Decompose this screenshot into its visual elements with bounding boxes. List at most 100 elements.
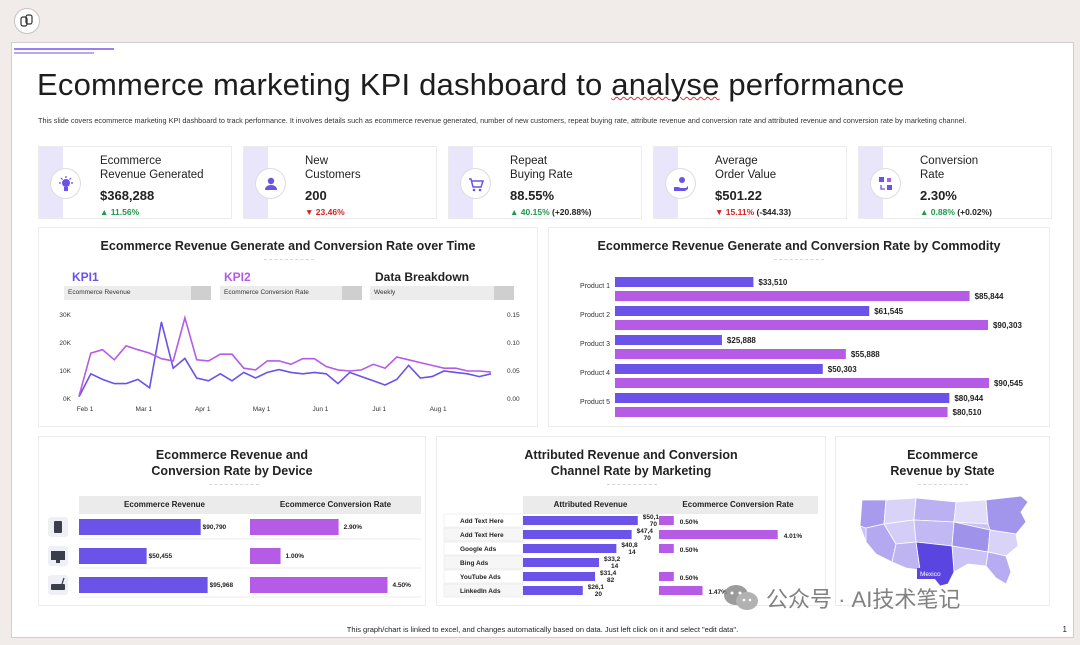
- kpi-label: Customers: [305, 168, 361, 181]
- bar-revenue: [523, 586, 583, 595]
- data-breakdown-label: Data Breakdown: [375, 270, 470, 284]
- bar-revenue: [523, 558, 599, 567]
- bar-value-label: 0.50%: [680, 547, 699, 554]
- chart-title: Ecommerce Revenue Generate and Conversio…: [100, 239, 476, 253]
- kpi-change: ▼ 23.46%: [305, 207, 345, 217]
- down-arrow-icon: ▼: [715, 207, 724, 217]
- bar-value-label: $40,8: [621, 542, 638, 549]
- chart-title: Ecommerce Revenue Generate and Conversio…: [597, 239, 1001, 253]
- kpi-value: $501.22: [715, 188, 762, 203]
- tablet-icon: [54, 521, 62, 533]
- bar-revenue: [523, 530, 632, 539]
- desktop-icon-stand: [56, 560, 60, 563]
- page-subtitle: This slide covers ecommerce marketing KP…: [38, 116, 967, 125]
- bar-conversion: [659, 516, 674, 525]
- x-tick-label: Aug 1: [430, 406, 447, 413]
- kpi-value: 200: [305, 188, 327, 203]
- state-shape-highlighted[interactable]: [915, 541, 955, 587]
- bar-conversion: [615, 378, 989, 388]
- state-shape[interactable]: [985, 495, 1029, 535]
- breakdown-dropdown[interactable]: Weekly: [370, 286, 514, 300]
- kpi1-dropdown[interactable]: Ecommerce Revenue: [64, 286, 211, 300]
- kpi-card-customers: New Customers 200 ▼ 23.46%: [243, 146, 437, 219]
- x-tick-label: May 1: [253, 406, 271, 413]
- kpi-change: ▼ 15.11% (-$44.33): [715, 207, 792, 217]
- state-shape[interactable]: [985, 551, 1012, 585]
- category-label: Product 4: [580, 370, 610, 377]
- bar-revenue: [79, 548, 147, 564]
- kpi1-label: KPI1: [72, 270, 99, 284]
- top-bar: [0, 0, 1080, 40]
- x-tick-label: Feb 1: [77, 406, 94, 413]
- dropdown-toggle[interactable]: [191, 286, 211, 300]
- bar-value-label: $50,303: [828, 365, 857, 374]
- channel-label: YouTube Ads: [460, 574, 501, 581]
- state-shape[interactable]: [987, 529, 1019, 557]
- bar-value-label: $33,510: [758, 278, 787, 287]
- bar-conversion: [615, 349, 846, 359]
- customer-icon: [256, 169, 285, 198]
- state-shape[interactable]: [953, 499, 989, 525]
- bar-revenue: [615, 364, 823, 374]
- kpi2-dropdown[interactable]: Ecommerce Conversion Rate: [220, 286, 362, 300]
- bar-revenue: [615, 277, 754, 287]
- bar-conversion: [250, 519, 339, 535]
- kpi2-label: KPI2: [224, 270, 251, 284]
- map-label-box: [917, 568, 945, 579]
- dropdown-toggle[interactable]: [494, 286, 514, 300]
- chart-title: Ecommerce Revenue by State: [890, 448, 995, 478]
- bar-value-label: $31,4: [600, 570, 617, 577]
- category-label: Product 1: [580, 283, 610, 290]
- hand-money-icon: [666, 169, 695, 198]
- bar-value-label: $85,844: [975, 292, 1004, 301]
- bar-revenue: [615, 306, 870, 316]
- column-header: Ecommerce Conversion Rate: [658, 496, 818, 514]
- bar-value-label: 14: [611, 563, 619, 570]
- channel-table: Add Text Here$50,170 0.50%Add Text Here$4…: [443, 513, 803, 598]
- kpi-change: ▲ 40.15% (+20.88%): [510, 207, 592, 217]
- down-arrow-icon: ▼: [305, 207, 314, 217]
- state-shape[interactable]: [859, 499, 887, 529]
- bar-revenue: [79, 577, 208, 593]
- kpi-card-order-value: Average Order Value $501.22 ▼ 15.11% (-$4…: [653, 146, 847, 219]
- desktop-icon: [51, 551, 65, 560]
- channel-label: Google Ads: [460, 546, 497, 553]
- bar-conversion: [659, 530, 778, 539]
- slide: Ecommerce marketing KPI dashboard to ana…: [11, 42, 1074, 638]
- bar-conversion: [250, 548, 281, 564]
- bar-conversion: [659, 544, 674, 553]
- bar-revenue: [615, 335, 722, 345]
- state-shape[interactable]: [913, 497, 957, 523]
- kpi-label: Ecommerce: [100, 155, 162, 167]
- kpi-label: New: [305, 155, 329, 167]
- footer-note: This graph/chart is linked to excel, and…: [346, 625, 739, 634]
- wechat-icon: [722, 582, 760, 614]
- series-line-conversion: [78, 314, 492, 397]
- bar-value-label: 4.01%: [784, 533, 803, 540]
- kpi-value: 2.30%: [920, 188, 957, 203]
- bar-conversion: [615, 407, 948, 417]
- app-logo-icon[interactable]: [14, 8, 40, 34]
- y-left-tick-label: 20K: [59, 340, 71, 347]
- bar-conversion: [615, 320, 988, 330]
- cart-icon: [461, 169, 490, 198]
- x-tick-label: Jul 1: [372, 406, 386, 413]
- device-card: Ecommerce Revenue and Conversion Rate by …: [38, 436, 426, 606]
- lightbulb-icon: [51, 169, 80, 198]
- us-map: Mexico: [859, 495, 1029, 587]
- channel-label: Bing Ads: [460, 560, 489, 567]
- bar-value-label: $50,455: [149, 553, 173, 560]
- bar-value-label: 2.90%: [344, 524, 363, 531]
- accent-line: [14, 48, 114, 50]
- bar-conversion: [615, 291, 970, 301]
- chart-title: Ecommerce Revenue and Conversion Rate by …: [151, 448, 313, 478]
- bar-revenue: [79, 519, 201, 535]
- state-shape[interactable]: [891, 541, 921, 571]
- bar-value-label: $61,545: [874, 307, 903, 316]
- bar-value-label: 14: [628, 549, 636, 556]
- up-arrow-icon: ▲: [100, 207, 109, 217]
- category-label: Product 3: [580, 341, 610, 348]
- dropdown-toggle[interactable]: [342, 286, 362, 300]
- conversion-icon: [871, 169, 900, 198]
- bar-value-label: 4.50%: [393, 582, 412, 589]
